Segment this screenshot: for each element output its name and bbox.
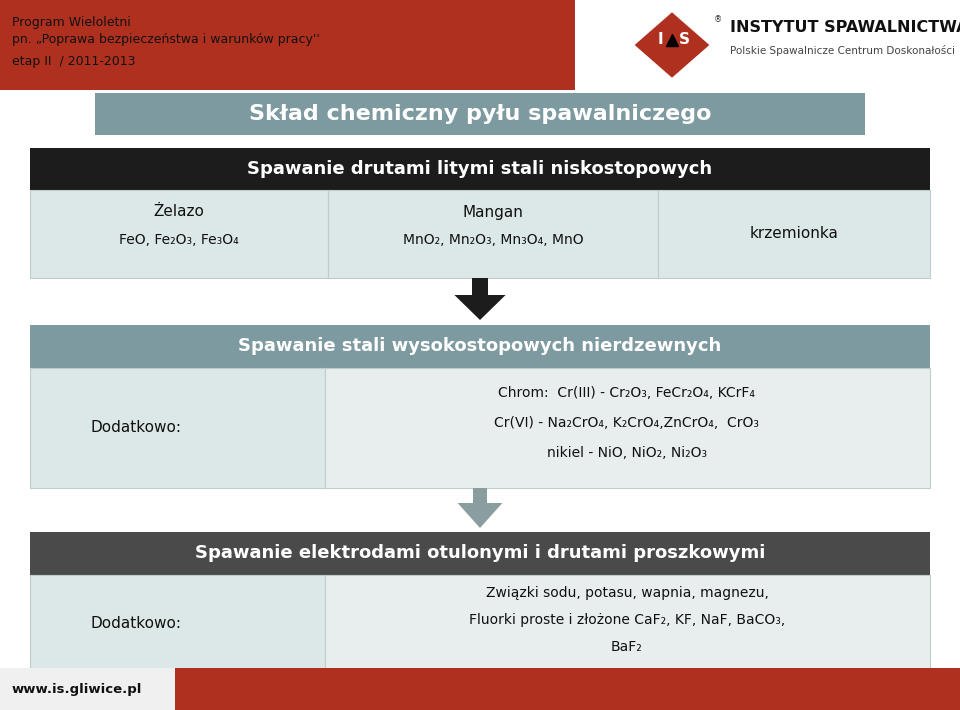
Text: Spawanie elektrodami otulonymi i drutami proszkowymi: Spawanie elektrodami otulonymi i drutami…	[195, 544, 765, 562]
Bar	[325, 575, 930, 673]
Text: Chrom:  Cr(III) - Cr₂O₃, FeCr₂O₄, KCrF₄: Chrom: Cr(III) - Cr₂O₃, FeCr₂O₄, KCrF₄	[498, 386, 756, 400]
Text: Związki sodu, potasu, wapnia, magnezu,: Związki sodu, potasu, wapnia, magnezu,	[486, 586, 768, 600]
Text: FeO, Fe₂O₃, Fe₃O₄: FeO, Fe₂O₃, Fe₃O₄	[119, 233, 239, 247]
Text: krzemionka: krzemionka	[750, 226, 838, 241]
Text: INSTYTUT SPAWALNICTWA: INSTYTUT SPAWALNICTWA	[730, 21, 960, 36]
Polygon shape	[454, 278, 506, 320]
Bar	[575, 0, 960, 90]
Text: S: S	[679, 33, 689, 48]
Bar	[30, 368, 325, 488]
Text: Program Wieloletni: Program Wieloletni	[12, 16, 131, 29]
Bar	[0, 668, 960, 710]
Polygon shape	[632, 10, 712, 80]
Text: etap II  / 2011-2013: etap II / 2011-2013	[12, 55, 135, 68]
Bar	[328, 190, 658, 278]
Text: Mangan: Mangan	[463, 204, 523, 219]
Text: Dodatkowo:: Dodatkowo:	[90, 616, 181, 631]
Text: Żelazo: Żelazo	[154, 204, 204, 219]
Polygon shape	[458, 488, 502, 528]
Text: Skład chemiczny pyłu spawalniczego: Skład chemiczny pyłu spawalniczego	[249, 104, 711, 124]
Bar	[0, 668, 175, 710]
Bar	[325, 368, 930, 488]
Bar	[30, 575, 325, 673]
Text: Cr(VI) - Na₂CrO₄, K₂CrO₄,ZnCrO₄,  CrO₃: Cr(VI) - Na₂CrO₄, K₂CrO₄,ZnCrO₄, CrO₃	[494, 416, 759, 430]
Text: Spawanie drutami litymi stali niskostopowych: Spawanie drutami litymi stali niskostopo…	[248, 160, 712, 178]
Bar	[30, 325, 930, 368]
Bar	[0, 0, 575, 90]
Text: Polskie Spawalnicze Centrum Doskonałości: Polskie Spawalnicze Centrum Doskonałości	[730, 45, 955, 55]
Text: pn. „Poprawa bezpieczeństwa i warunków pracy'': pn. „Poprawa bezpieczeństwa i warunków p…	[12, 33, 320, 46]
Text: I: I	[658, 33, 662, 48]
Bar	[30, 190, 328, 278]
Text: Spawanie stali wysokostopowych nierdzewnych: Spawanie stali wysokostopowych nierdzewn…	[238, 337, 722, 355]
Text: MnO₂, Mn₂O₃, Mn₃O₄, MnO: MnO₂, Mn₂O₃, Mn₃O₄, MnO	[402, 233, 584, 247]
Bar	[658, 190, 930, 278]
Text: www.is.gliwice.pl: www.is.gliwice.pl	[12, 682, 142, 696]
Bar	[95, 93, 865, 135]
Text: Dodatkowo:: Dodatkowo:	[90, 420, 181, 435]
Bar	[30, 532, 930, 575]
Bar	[30, 148, 930, 190]
Text: Fluorki proste i złożone CaF₂, KF, NaF, BaCO₃,: Fluorki proste i złożone CaF₂, KF, NaF, …	[468, 613, 785, 627]
Text: ®: ®	[714, 15, 722, 24]
Text: BaF₂: BaF₂	[612, 640, 643, 654]
Text: nikiel - NiO, NiO₂, Ni₂O₃: nikiel - NiO, NiO₂, Ni₂O₃	[547, 446, 708, 460]
